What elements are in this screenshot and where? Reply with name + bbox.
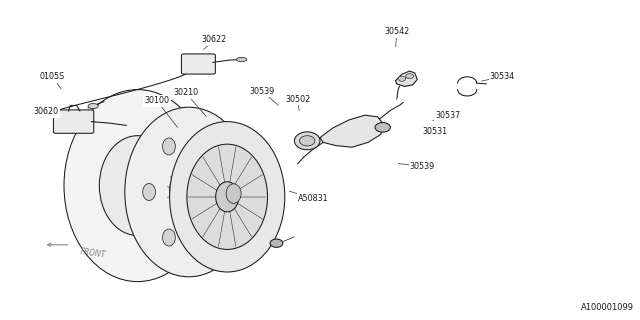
Text: 30537: 30537 [435, 111, 461, 120]
Text: 30531: 30531 [422, 127, 448, 136]
Ellipse shape [270, 239, 283, 247]
Text: 30622: 30622 [202, 36, 227, 44]
Text: FRONT: FRONT [80, 247, 107, 260]
Ellipse shape [398, 76, 406, 81]
Ellipse shape [187, 144, 268, 250]
Ellipse shape [170, 122, 285, 272]
Ellipse shape [222, 184, 235, 200]
Text: 30534: 30534 [490, 72, 515, 81]
Ellipse shape [226, 184, 241, 204]
Ellipse shape [163, 229, 175, 246]
Text: 30502: 30502 [285, 95, 310, 104]
Ellipse shape [294, 132, 320, 150]
Ellipse shape [143, 184, 156, 200]
Ellipse shape [202, 138, 215, 155]
Text: A100001099: A100001099 [580, 303, 634, 312]
Text: 30542: 30542 [384, 28, 410, 36]
Text: A50831: A50831 [298, 194, 329, 203]
Polygon shape [396, 71, 417, 86]
Ellipse shape [163, 138, 175, 155]
Ellipse shape [64, 90, 211, 282]
Ellipse shape [406, 74, 413, 79]
Ellipse shape [88, 104, 99, 109]
Ellipse shape [170, 166, 208, 218]
Ellipse shape [216, 182, 239, 212]
FancyBboxPatch shape [54, 110, 94, 133]
Polygon shape [320, 115, 384, 147]
Ellipse shape [237, 57, 247, 62]
Text: 30539: 30539 [250, 87, 275, 96]
Ellipse shape [202, 229, 215, 246]
Text: 30620: 30620 [33, 108, 59, 116]
Text: 30210: 30210 [173, 88, 198, 97]
Text: 30100: 30100 [144, 96, 170, 105]
Text: 0105S: 0105S [40, 72, 65, 81]
Text: 30539: 30539 [410, 162, 435, 171]
Ellipse shape [375, 123, 390, 132]
Ellipse shape [126, 170, 149, 201]
Ellipse shape [125, 107, 253, 277]
Ellipse shape [99, 136, 176, 236]
Ellipse shape [300, 136, 315, 146]
FancyBboxPatch shape [182, 54, 215, 74]
